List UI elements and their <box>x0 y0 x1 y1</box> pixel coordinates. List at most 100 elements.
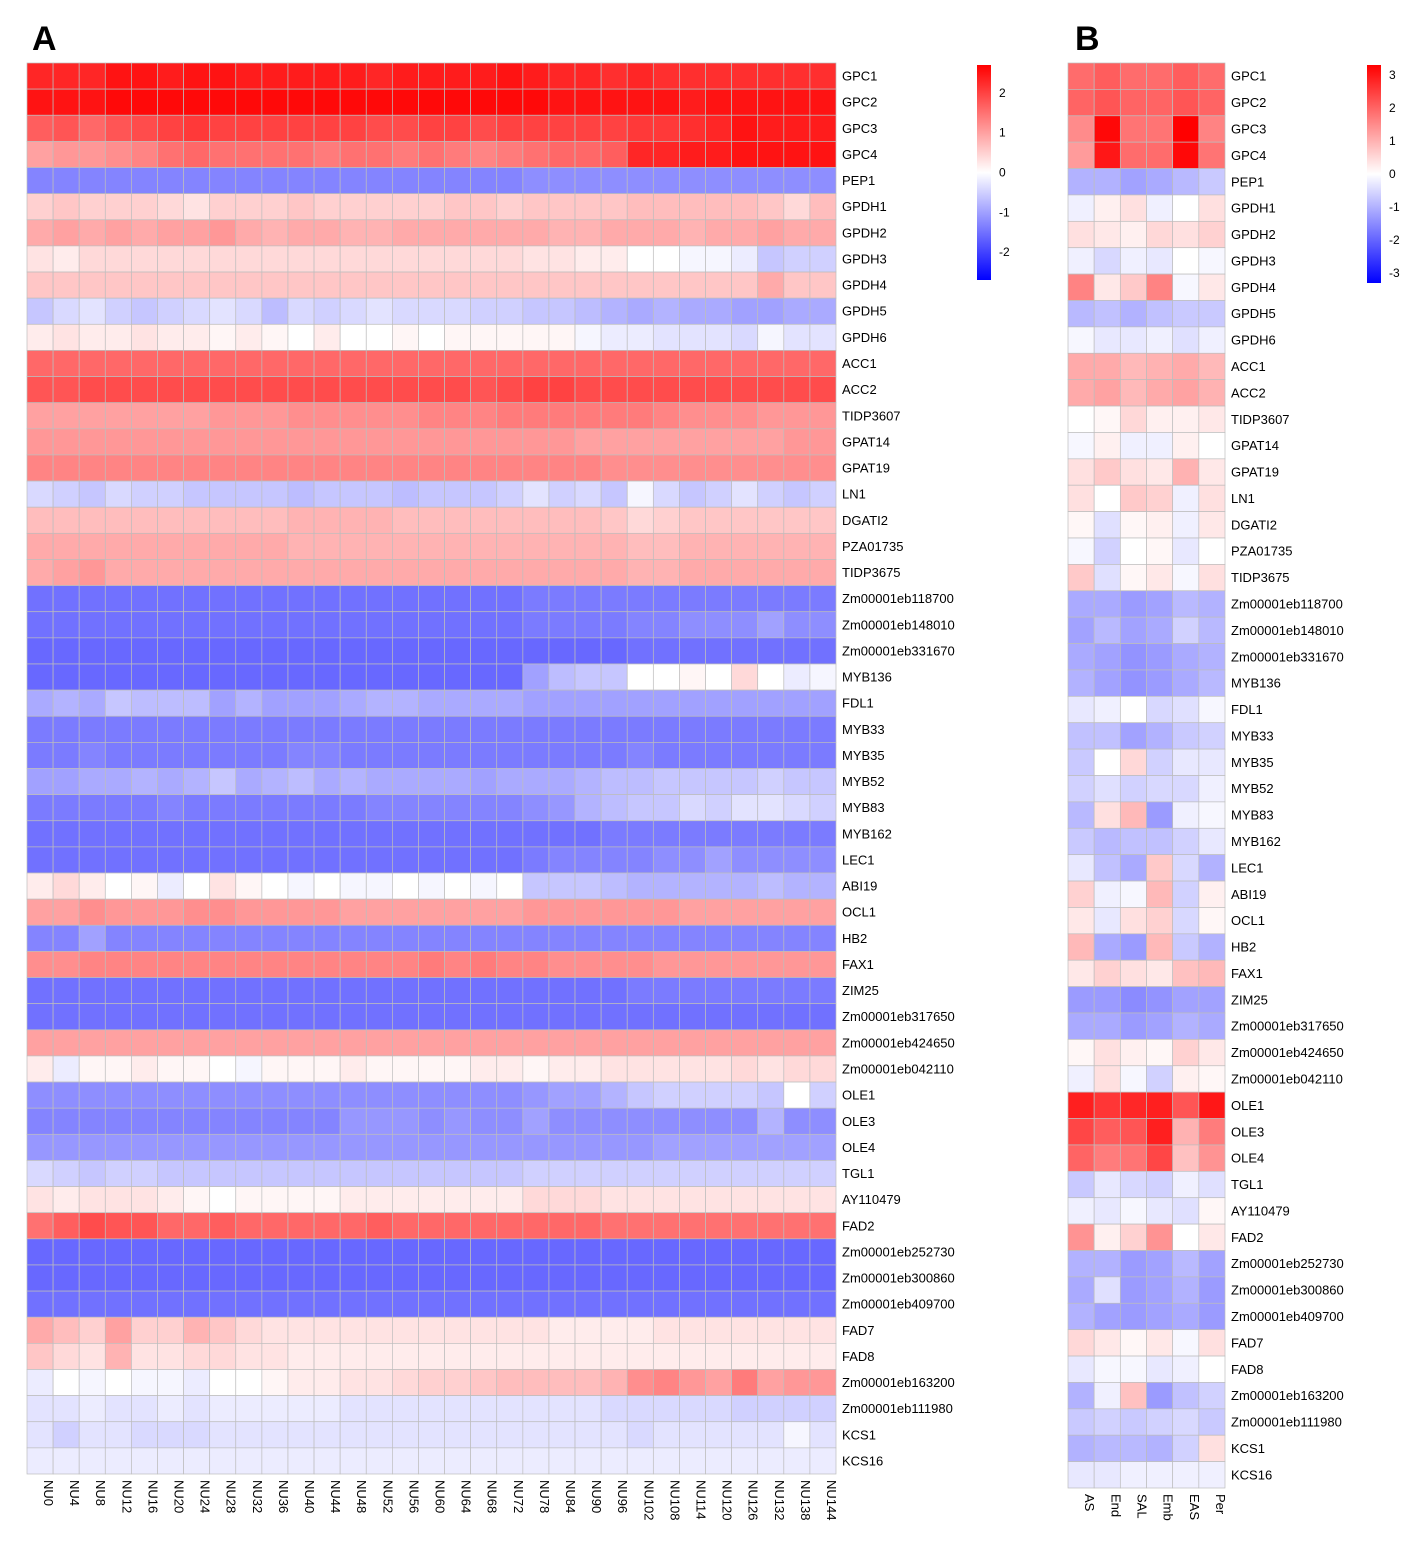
heatmap-cell <box>679 977 706 1005</box>
heatmap-cell <box>1198 643 1226 671</box>
heatmap-cell <box>52 794 80 822</box>
heatmap-cell <box>626 1133 654 1161</box>
heatmap-cell <box>470 898 498 926</box>
heatmap-cell <box>157 297 184 325</box>
heatmap-cell <box>548 1029 576 1057</box>
heatmap-cell <box>157 1081 184 1109</box>
heatmap-cell <box>679 1290 706 1318</box>
heatmap-cell <box>261 715 289 743</box>
row-label: GPC1 <box>842 69 877 84</box>
heatmap-cell <box>444 977 471 1005</box>
row-label: MYB162 <box>842 826 892 841</box>
heatmap-cell <box>339 689 367 717</box>
heatmap-cell <box>1146 748 1174 776</box>
heatmap-cell <box>339 1003 367 1031</box>
heatmap-cell <box>679 1133 706 1161</box>
heatmap-cell <box>131 872 158 900</box>
heatmap-cell <box>183 1160 211 1187</box>
heatmap-cell <box>1093 801 1121 829</box>
heatmap-cell <box>287 1055 315 1083</box>
heatmap-cell <box>235 1212 263 1240</box>
heatmap-cell <box>444 924 471 952</box>
heatmap-cell <box>522 663 550 691</box>
heatmap-cell <box>1146 695 1174 724</box>
heatmap-cell <box>470 977 498 1005</box>
heatmap-cell <box>78 402 106 430</box>
heatmap-cell <box>679 271 706 299</box>
heatmap-cell <box>705 454 732 482</box>
heatmap-cell <box>339 1369 367 1396</box>
heatmap-cell <box>809 1421 837 1449</box>
heatmap-cell <box>131 1264 158 1292</box>
heatmap-cell <box>1146 1382 1174 1410</box>
heatmap-cell <box>26 219 54 247</box>
heatmap-cell <box>1146 959 1174 987</box>
heatmap-cell <box>1093 1144 1121 1172</box>
heatmap-cell <box>418 114 445 142</box>
heatmap-cell <box>731 1421 759 1449</box>
heatmap-cell <box>809 1107 837 1135</box>
heatmap-cell <box>548 1133 576 1161</box>
panel-b-letter: B <box>1075 20 1100 58</box>
heatmap-cell <box>313 114 341 142</box>
heatmap-cell <box>626 1316 654 1344</box>
heatmap-cell <box>418 820 445 848</box>
heatmap-cell <box>1119 458 1147 486</box>
heatmap-cell <box>496 506 524 534</box>
heatmap-cell <box>731 480 759 508</box>
heatmap-cell <box>287 715 315 743</box>
column-label: End <box>1108 1494 1123 1517</box>
heatmap-cell <box>809 88 837 116</box>
heatmap-cell <box>365 88 393 116</box>
heatmap-cell <box>705 794 732 822</box>
heatmap-cell <box>783 1212 811 1240</box>
heatmap-cell <box>574 506 602 534</box>
row-label: GPDH1 <box>842 199 887 214</box>
heatmap-cell <box>313 637 341 665</box>
heatmap-cell <box>522 977 550 1005</box>
heatmap-cell <box>365 951 393 978</box>
heatmap-cell <box>339 794 367 822</box>
heatmap-cell <box>757 1003 785 1031</box>
heatmap-cell <box>705 1421 732 1449</box>
heatmap-cell <box>574 402 602 430</box>
heatmap-cell <box>52 742 80 769</box>
heatmap-cell <box>809 846 837 874</box>
heatmap-cell <box>1146 1197 1174 1225</box>
heatmap-cell <box>1119 168 1147 196</box>
heatmap-cell <box>52 1290 80 1318</box>
heatmap-cell <box>1172 880 1200 908</box>
row-label: Zm00001eb118700 <box>842 591 954 606</box>
heatmap-cell <box>104 637 132 665</box>
heatmap-cell <box>287 480 315 508</box>
heatmap-cell <box>574 794 602 822</box>
heatmap-cell <box>679 1055 706 1083</box>
heatmap-cell <box>652 1160 680 1187</box>
heatmap-cell <box>183 585 211 613</box>
heatmap-cell <box>52 1316 80 1344</box>
heatmap-cell <box>104 689 132 717</box>
heatmap-cell <box>522 611 550 639</box>
heatmap-cell <box>652 977 680 1005</box>
heatmap-cell <box>26 977 54 1005</box>
heatmap-cell <box>809 532 837 560</box>
heatmap-cell <box>157 1029 184 1057</box>
heatmap-cell <box>235 1133 263 1161</box>
heatmap-cell <box>131 1421 158 1449</box>
heatmap-cell <box>392 1160 419 1187</box>
heatmap-cell <box>1093 1276 1121 1304</box>
heatmap-cell <box>235 297 263 325</box>
heatmap-cell <box>652 480 680 508</box>
heatmap-cell <box>78 794 106 822</box>
heatmap-cell <box>131 1316 158 1344</box>
heatmap-cell <box>548 1238 576 1266</box>
heatmap-cell <box>600 1238 628 1266</box>
heatmap-cell <box>392 114 419 142</box>
heatmap-cell <box>809 1238 837 1266</box>
heatmap-cell <box>131 846 158 874</box>
heatmap-cell <box>26 1264 54 1292</box>
heatmap-cell <box>496 297 524 325</box>
heatmap-cell <box>1172 722 1200 750</box>
heatmap-cell <box>365 1447 393 1475</box>
heatmap-cell <box>1198 695 1226 724</box>
